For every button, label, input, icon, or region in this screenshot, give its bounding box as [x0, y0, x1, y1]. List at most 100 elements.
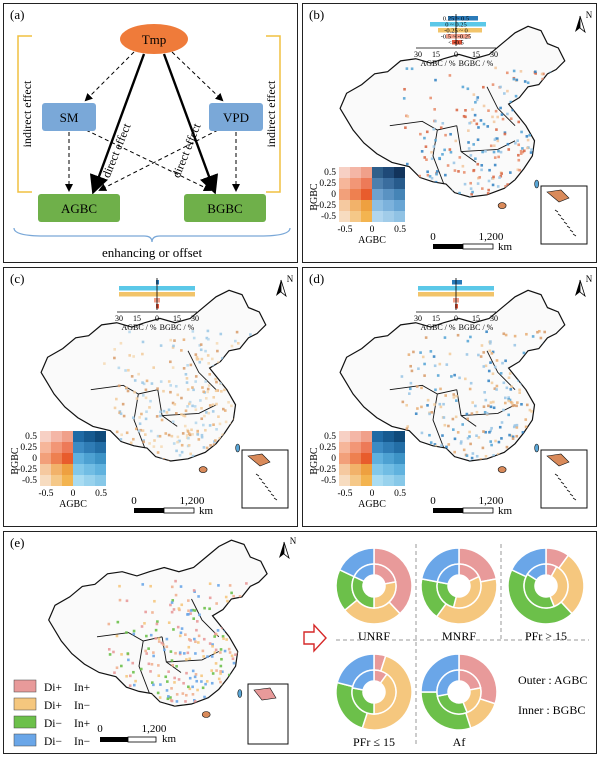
legend-y-tick: 0.25 [319, 443, 336, 453]
note-inner: Inner : BGBC [518, 703, 585, 717]
scale-unit: km [162, 733, 177, 745]
donut-slice [436, 563, 460, 585]
bar [448, 16, 478, 21]
legend-y-tick: -0.5 [22, 476, 37, 486]
bivariate-legend [339, 431, 405, 486]
legend-ylabel: BGBC [309, 183, 320, 211]
legend-label-b: In+ [74, 718, 90, 730]
bar-category-label: 0.25 ~ 0.5 [443, 16, 469, 23]
legend-x-tick: -0.5 [337, 489, 352, 499]
legend-y-tick: 0 [331, 190, 336, 200]
donut-slice [436, 669, 460, 697]
bar [452, 40, 462, 45]
svg-text:direct effect: direct effect [99, 121, 134, 180]
bar-tick: 15 [133, 314, 141, 323]
legend-label-a: Di− [44, 736, 62, 748]
scale-value: 1,200 [479, 231, 504, 243]
north-label: N [586, 274, 593, 284]
bar-tick: 15 [472, 314, 480, 323]
legend-label-b: In+ [74, 682, 90, 694]
legend-swatch [13, 715, 37, 729]
bar-category-label: -0.25 ~ 0 [444, 28, 468, 35]
bivariate-legend [40, 431, 106, 486]
panel-label-d: (d) [309, 271, 325, 286]
scale-zero: 0 [430, 495, 436, 507]
note-outer: Outer : AGBC [518, 673, 587, 687]
bar-left-label: AGBC / % [420, 323, 455, 332]
bar-tick: 30 [414, 314, 422, 323]
legend-label-b: In− [74, 736, 90, 748]
panel-label-e: (e) [10, 535, 25, 550]
node-vpd [209, 103, 263, 131]
legend-x-tick: 0 [370, 225, 375, 235]
bar-inset [117, 278, 197, 313]
legend-ylabel: BGBC [10, 447, 21, 475]
svg-text:indirect effect: indirect effect [264, 80, 278, 147]
panel-label-c: (c) [10, 271, 25, 286]
donut-label: UNRF [358, 629, 390, 643]
bar-tick: 30 [115, 314, 123, 323]
bar-left-label: AGBC / % [121, 323, 156, 332]
bar-category-label: -0.5 ~ -0.25 [441, 34, 472, 41]
north-arrow-icon [279, 541, 290, 560]
legend-x-tick: 0 [370, 489, 375, 499]
scale-value: 1,200 [180, 495, 205, 507]
legend-x-tick: 0.5 [95, 489, 107, 499]
legend-swatch [13, 733, 37, 747]
svg-text:BGBC: BGBC [207, 201, 242, 216]
bar-inset [416, 278, 496, 313]
legend-swatch [13, 697, 37, 711]
scale-zero: 0 [97, 723, 103, 735]
bar-tick: 15 [472, 50, 480, 59]
node-agbc [38, 194, 120, 222]
bar-tick: 30 [490, 50, 498, 59]
legend-y-tick: -0.25 [17, 465, 37, 475]
legend-y-tick: 0 [32, 454, 37, 464]
legend-y-tick: 0.25 [20, 443, 37, 453]
bar-right-label: BGBC / % [160, 323, 195, 332]
legend-x-tick: -0.5 [38, 489, 53, 499]
bar-tick: 30 [191, 314, 199, 323]
right-bracket [266, 35, 281, 193]
bar [156, 280, 159, 285]
svg-text:enhancing or offset: enhancing or offset [102, 245, 203, 260]
legend-label-a: Di− [44, 718, 62, 730]
donut-label: PFr > 15 [525, 629, 567, 643]
north-label: N [586, 10, 593, 20]
legend-x-tick: 0 [71, 489, 76, 499]
bar-right-label: BGBC / % [459, 323, 494, 332]
node-tmp [120, 24, 188, 54]
panel-b: (b) N 0 1,200 km 0.5 0.25 0 -0.25 -0.5 -0.5 0 0.5 AG… [302, 3, 597, 263]
china-map [339, 25, 566, 198]
panel-e: (e) N 0 1,200 km Di+ In+ Di+ In− Di− In+ Di− In− UNR… [3, 531, 597, 754]
legend-xlabel: AGBC [59, 499, 87, 510]
legend-y-tick: 0.25 [319, 179, 336, 189]
scale-unit: km [498, 505, 513, 517]
svg-text:VPD: VPD [223, 110, 249, 125]
svg-text:SM: SM [60, 110, 79, 125]
bar-tick: 0 [454, 314, 458, 323]
legend-y-tick: 0.5 [324, 432, 336, 442]
donut-slice [353, 563, 375, 583]
legend-xlabel: AGBC [358, 235, 386, 246]
donut-slice [351, 669, 375, 691]
arrow-right-icon [303, 623, 327, 653]
legend-label-a: Di+ [44, 682, 62, 694]
legend-y-tick: 0.5 [25, 432, 37, 442]
scale-value: 1,200 [142, 723, 167, 735]
legend-y-tick: -0.25 [316, 201, 336, 211]
panel-label-b: (b) [309, 7, 325, 22]
bar [438, 28, 482, 33]
legend-x-tick: -0.5 [337, 225, 352, 235]
bar-tick: 15 [432, 50, 440, 59]
scale-value: 1,200 [479, 495, 504, 507]
bar-tick: 0 [155, 314, 159, 323]
panel-d: (d) N 0 1,200 km 0.5 0.25 0 -0.25 -0.5 -0.5 0 0.5 AG… [302, 267, 597, 527]
legend-x-tick: 0.5 [394, 225, 406, 235]
scale-zero: 0 [131, 495, 137, 507]
bar-tick: 30 [414, 50, 422, 59]
